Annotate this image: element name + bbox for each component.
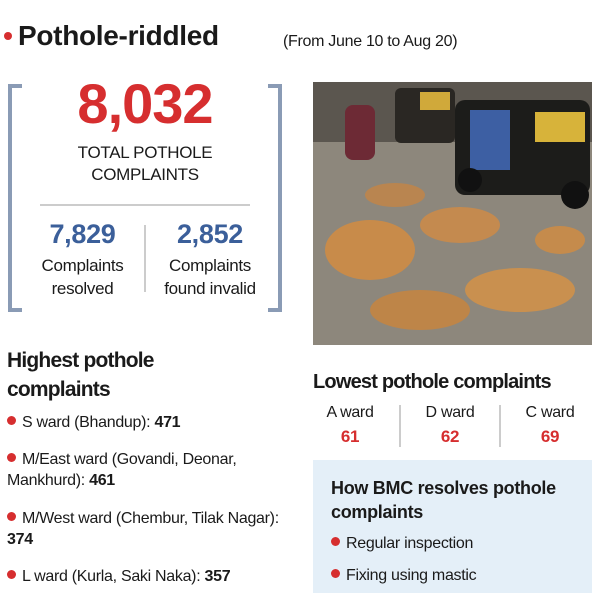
item-label: L ward (Kurla, Saki Naka): <box>22 568 201 585</box>
ward-label: C ward <box>525 404 575 421</box>
ward-label: A ward <box>326 404 374 421</box>
invalid-value: 2,852 <box>176 219 244 249</box>
process-box <box>313 460 592 593</box>
item-text: Fixing using mastic <box>346 567 477 584</box>
title-row: Pothole-riddled <box>4 20 219 52</box>
highest-item: L ward (Kurla, Saki Naka): 357 <box>7 566 297 587</box>
ward-value: 62 <box>440 427 460 446</box>
photo <box>313 82 592 345</box>
left-bracket <box>8 84 22 312</box>
item-value: 471 <box>154 414 181 431</box>
process-item: Fixing using mastic <box>331 565 477 586</box>
ward-label: D ward <box>425 404 475 421</box>
highest-title: Highest pothole complaints <box>7 349 154 401</box>
resolved-value: 7,829 <box>49 219 116 249</box>
process-item: Regular inspection <box>331 533 473 554</box>
item-label: M/West ward (Chembur, Tilak Nagar): <box>22 510 279 527</box>
process-title: How BMC resolves pothole complaints <box>331 478 556 522</box>
highest-item: M/East ward (Govandi, Deonar, Mankhurd):… <box>7 449 297 491</box>
title: Pothole-riddled <box>18 20 219 51</box>
item-value: 461 <box>89 472 115 489</box>
item-value: 357 <box>204 568 231 585</box>
item-label: S ward (Bhandup): <box>22 414 151 431</box>
right-bracket <box>268 84 282 312</box>
resolved-label: Complaints resolved <box>41 256 124 298</box>
ward-value: 69 <box>540 427 560 446</box>
item-value: 374 <box>7 531 33 548</box>
total-value: 8,032 <box>77 72 213 135</box>
item-text: Regular inspection <box>346 535 474 552</box>
item-label: M/East ward (Govandi, Deonar, Mankhurd): <box>7 451 237 489</box>
subtitle: (From June 10 to Aug 20) <box>283 33 458 50</box>
invalid-label: Complaints found invalid <box>164 256 256 298</box>
highest-item: M/West ward (Chembur, Tilak Nagar): 374 <box>7 508 287 550</box>
lowest-title: Lowest pothole complaints <box>313 371 552 393</box>
ward-value: 61 <box>340 427 360 446</box>
total-label: TOTAL POTHOLE COMPLAINTS <box>77 143 213 184</box>
highest-item: S ward (Bhandup): 471 <box>7 412 297 433</box>
